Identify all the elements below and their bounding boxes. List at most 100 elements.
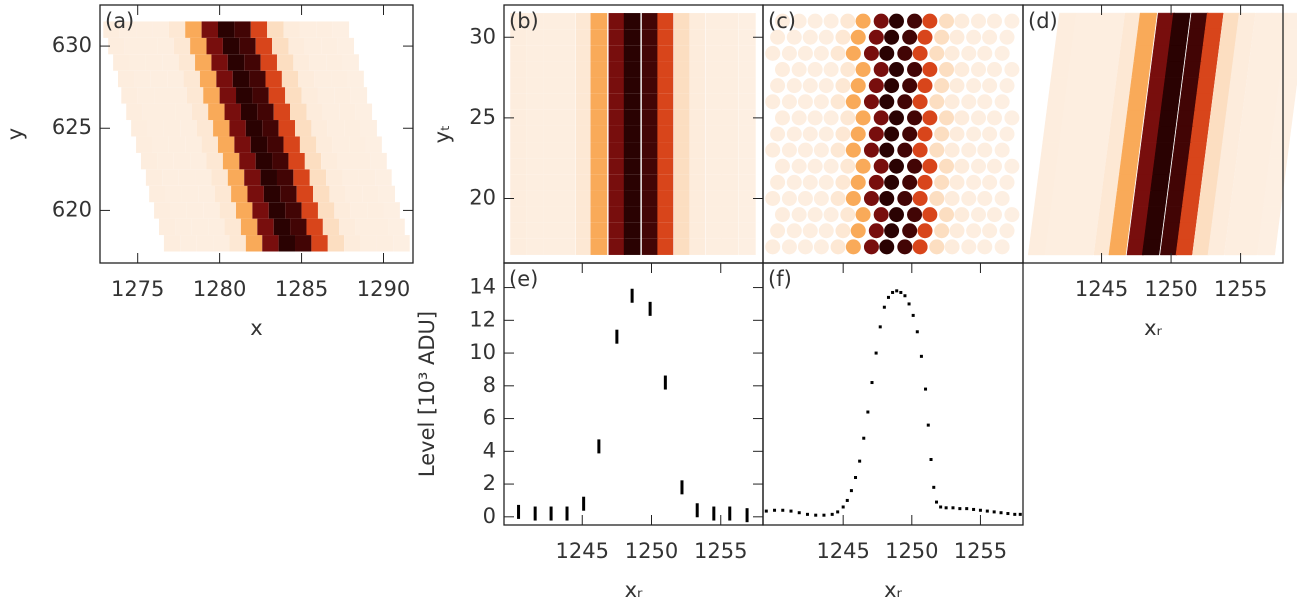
cell	[590, 45, 608, 62]
y-tick-label: 620	[52, 197, 92, 221]
pixel-cell	[313, 185, 330, 203]
pixel-cell	[252, 202, 269, 219]
dot-cell	[802, 223, 818, 239]
pixel-cell	[331, 70, 348, 88]
sheared-cell	[1196, 77, 1216, 94]
cell	[608, 158, 626, 175]
cell	[575, 206, 592, 223]
cell	[705, 109, 722, 126]
dot-cell	[944, 142, 960, 158]
pixel-cell	[295, 235, 312, 252]
y-tick-label: 2	[483, 471, 496, 495]
pixel-cell	[224, 218, 241, 236]
dot-cell	[922, 158, 938, 174]
cell	[705, 158, 722, 175]
y-tick-label: 4	[483, 438, 496, 462]
dot-cell	[917, 126, 933, 142]
cell	[657, 13, 674, 30]
sheared-cell	[1226, 222, 1246, 240]
pixel-cell	[278, 120, 296, 137]
pixel-cell	[217, 136, 235, 153]
dot-cell	[1004, 207, 1020, 223]
pixel-cell	[201, 21, 218, 38]
sheared-cell	[1091, 125, 1111, 143]
pixel-cell	[190, 37, 207, 55]
pixel-cell	[173, 152, 191, 170]
dot-cell	[1004, 13, 1020, 29]
data-point	[903, 294, 907, 298]
pixel-cell	[137, 87, 155, 104]
sheared-cell	[1083, 190, 1103, 207]
cell	[510, 77, 527, 94]
data-point	[712, 506, 716, 521]
pixel-cell	[103, 21, 120, 38]
x-tick-label: 1245	[816, 539, 869, 563]
dot-cell	[944, 94, 960, 110]
cell	[738, 29, 756, 46]
pixel-cell	[293, 169, 310, 186]
cell	[543, 158, 560, 175]
sheared-cell	[1275, 93, 1296, 111]
dot-cell	[897, 191, 913, 206]
cell	[705, 238, 722, 255]
cell	[608, 206, 626, 223]
dot-cell	[982, 223, 998, 239]
y-tick-label: 20	[469, 186, 496, 210]
data-point	[854, 476, 858, 480]
pixel-cell	[306, 218, 323, 236]
data-point	[972, 507, 976, 511]
data-point	[773, 508, 777, 512]
pixel-cell	[283, 136, 300, 153]
dot-cell	[982, 78, 998, 94]
pixel-cell	[337, 152, 355, 170]
pixel-cell	[298, 70, 315, 88]
pixel-cell	[134, 70, 151, 88]
pixel-cell	[321, 152, 338, 170]
cell	[543, 77, 560, 94]
sheared-cell	[1228, 77, 1248, 94]
cell	[527, 222, 544, 239]
pixel-cell	[162, 169, 179, 186]
pixel-cell	[252, 87, 269, 104]
cell	[623, 158, 641, 175]
panel-label: (c)	[768, 9, 796, 33]
cell	[689, 142, 706, 159]
sheared-cell	[1277, 77, 1297, 94]
pixel-cell	[180, 120, 197, 137]
pixel-cell	[372, 218, 389, 236]
pixel-cell	[142, 103, 159, 121]
dot-cell	[912, 191, 928, 206]
sheared-cell	[1244, 206, 1264, 223]
cell	[558, 238, 576, 255]
pixel-cell	[154, 202, 171, 219]
dot-cell	[868, 78, 884, 94]
pixel-cell	[113, 54, 130, 71]
pixel-cell	[383, 202, 400, 219]
pixel-cell	[249, 70, 266, 88]
sheared-cell	[1042, 125, 1062, 143]
dot-cell	[907, 110, 923, 126]
cell	[738, 238, 756, 255]
cell	[657, 206, 674, 223]
sheared-cell	[1213, 190, 1233, 207]
pixel-cell	[245, 235, 263, 252]
dot-cell	[879, 239, 895, 255]
cell	[721, 174, 739, 191]
sheared-cell	[1164, 61, 1185, 78]
sheared-cell	[1232, 174, 1252, 191]
dot-cell	[774, 62, 790, 77]
cell	[657, 238, 674, 255]
dot-cell	[770, 126, 786, 142]
x-tick-label: 1290	[357, 277, 410, 301]
panel-frame	[99, 4, 414, 264]
pixel-cell	[208, 103, 225, 121]
dot-cell	[770, 174, 786, 190]
cell	[641, 109, 659, 126]
sheared-cell	[1103, 28, 1123, 46]
pixel-cell	[162, 54, 179, 71]
pixel-cell	[281, 70, 299, 88]
cell	[590, 93, 608, 110]
dot-cell	[786, 78, 802, 94]
dot-cell	[961, 191, 977, 206]
